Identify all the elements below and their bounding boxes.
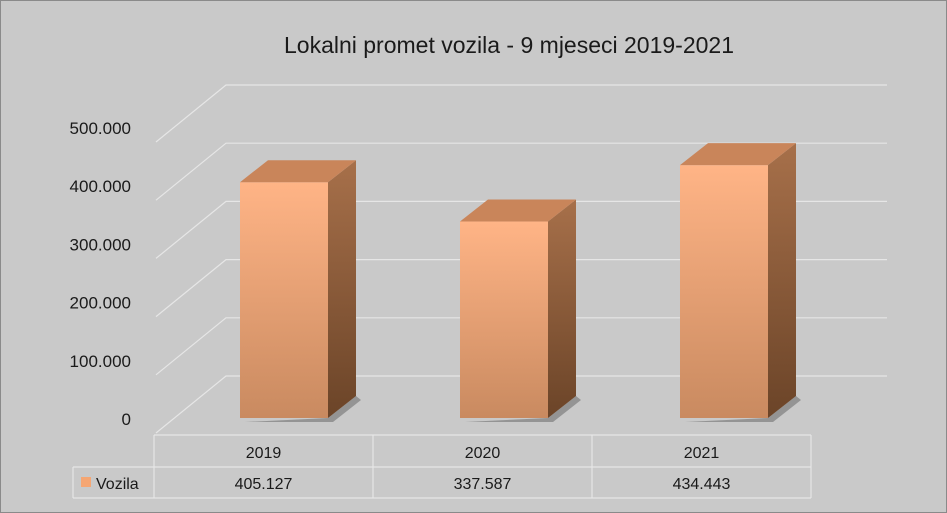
bar-shadow: [685, 396, 801, 422]
gridline: [155, 142, 887, 201]
gridline: [155, 317, 887, 376]
gridlines: [155, 84, 887, 434]
y-tick-label: 500.000: [70, 119, 131, 138]
y-tick-label: 400.000: [70, 177, 131, 196]
bar-side: [768, 143, 796, 418]
gridline: [155, 200, 887, 259]
bars: [240, 143, 801, 422]
bar-front: [680, 165, 768, 418]
y-axis-ticks: 0 100.000 200.000 300.000 400.000 500.000: [70, 119, 131, 429]
data-table: 2019 405.127 2020 337.587 2021 434.443 Vozila: [72, 434, 812, 499]
bar-2020: [460, 199, 581, 422]
gridline: [155, 375, 887, 434]
bar-front: [240, 182, 328, 418]
bar-side: [548, 199, 576, 418]
y-tick-label: 200.000: [70, 294, 131, 313]
y-tick-label: 0: [122, 410, 131, 429]
x-category-label: 2021: [684, 445, 720, 462]
chart-title: Lokalni promet vozila - 9 mjeseci 2019-2…: [284, 32, 734, 58]
bar-top: [680, 143, 796, 166]
gridline: [155, 259, 887, 318]
data-table-value: 337.587: [454, 476, 512, 493]
bar-top: [240, 160, 356, 183]
data-table-value: 405.127: [235, 476, 293, 493]
bar-2021: [680, 143, 801, 422]
y-tick-label: 300.000: [70, 235, 131, 254]
bar-shadow: [245, 396, 361, 422]
bar-side: [328, 160, 356, 419]
bar-top: [460, 199, 576, 222]
y-tick-label: 100.000: [70, 352, 131, 371]
x-category-label: 2019: [246, 445, 282, 462]
legend-swatch: [81, 477, 91, 487]
legend-series-name: Vozila: [96, 476, 139, 493]
data-table-value: 434.443: [673, 476, 731, 493]
bar-shadow: [465, 396, 581, 422]
x-category-label: 2020: [465, 445, 501, 462]
bar-front: [460, 221, 548, 418]
bar-2019: [240, 160, 361, 422]
gridline: [155, 84, 887, 143]
